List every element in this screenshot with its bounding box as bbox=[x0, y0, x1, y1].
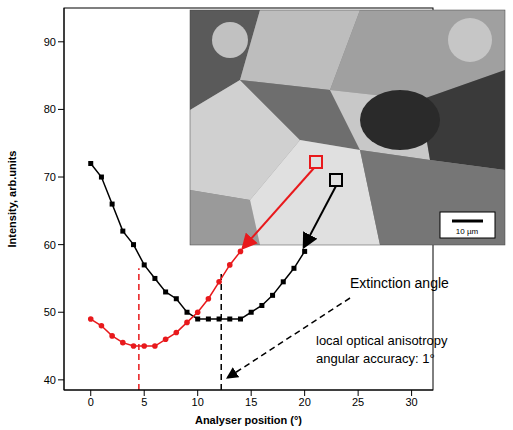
svg-text:Intensity, arb.units: Intensity, arb.units bbox=[6, 151, 18, 248]
svg-text:60: 60 bbox=[44, 239, 56, 251]
svg-text:20: 20 bbox=[299, 396, 311, 408]
svg-text:10 µm: 10 µm bbox=[456, 227, 479, 236]
svg-text:Analyser position (°): Analyser position (°) bbox=[195, 414, 302, 426]
svg-text:5: 5 bbox=[141, 396, 147, 408]
svg-text:50: 50 bbox=[44, 306, 56, 318]
svg-text:40: 40 bbox=[44, 374, 56, 386]
svg-text:angular accuracy: 1°: angular accuracy: 1° bbox=[316, 351, 435, 366]
svg-text:30: 30 bbox=[405, 396, 417, 408]
svg-text:90: 90 bbox=[44, 36, 56, 48]
svg-text:80: 80 bbox=[44, 103, 56, 115]
svg-text:local optical anisotropy: local optical anisotropy bbox=[316, 333, 448, 348]
svg-text:25: 25 bbox=[352, 396, 364, 408]
svg-text:10: 10 bbox=[192, 396, 204, 408]
svg-text:70: 70 bbox=[44, 171, 56, 183]
svg-text:15: 15 bbox=[245, 396, 257, 408]
svg-text:Extinction angle: Extinction angle bbox=[350, 275, 449, 291]
svg-text:0: 0 bbox=[88, 396, 94, 408]
